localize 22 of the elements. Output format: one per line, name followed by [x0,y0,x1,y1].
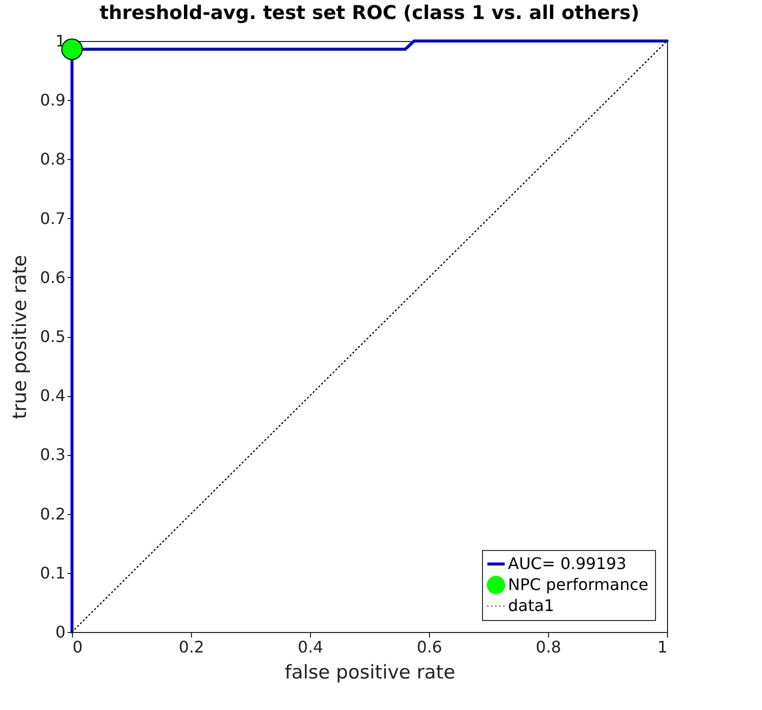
y-tick-label: 0.2 [40,504,66,524]
x-tick-label: 0 [72,638,83,656]
legend-label: data1 [508,596,554,615]
y-tick-label: 0.4 [40,386,66,406]
y-tick-label: 0.5 [40,327,66,346]
chart-title: threshold-avg. test set ROC (class 1 vs. all others) [100,2,640,24]
y-tick-label: 0.3 [40,445,66,464]
y-tick-label: 0 [55,622,66,642]
y-tick-label: 0.6 [40,268,66,287]
legend-label: NPC performance [508,575,648,594]
y-tick-label: 0.1 [40,563,66,582]
x-tick-label: 0.2 [178,638,204,656]
y-tick-label: 0.9 [40,90,66,110]
y-axis-title: true positive rate [9,254,32,420]
x-tick-label: 0.8 [536,638,562,656]
legend-label: AUC= 0.99193 [508,554,626,573]
x-tick-label: 0.6 [416,638,442,656]
x-tick-label: 0.4 [298,638,324,656]
x-tick-label: 1 [657,638,668,656]
x-axis-title: false positive rate [284,662,456,684]
y-tick-label: 0.7 [40,208,66,228]
y-tick-label: 0.8 [40,150,66,169]
